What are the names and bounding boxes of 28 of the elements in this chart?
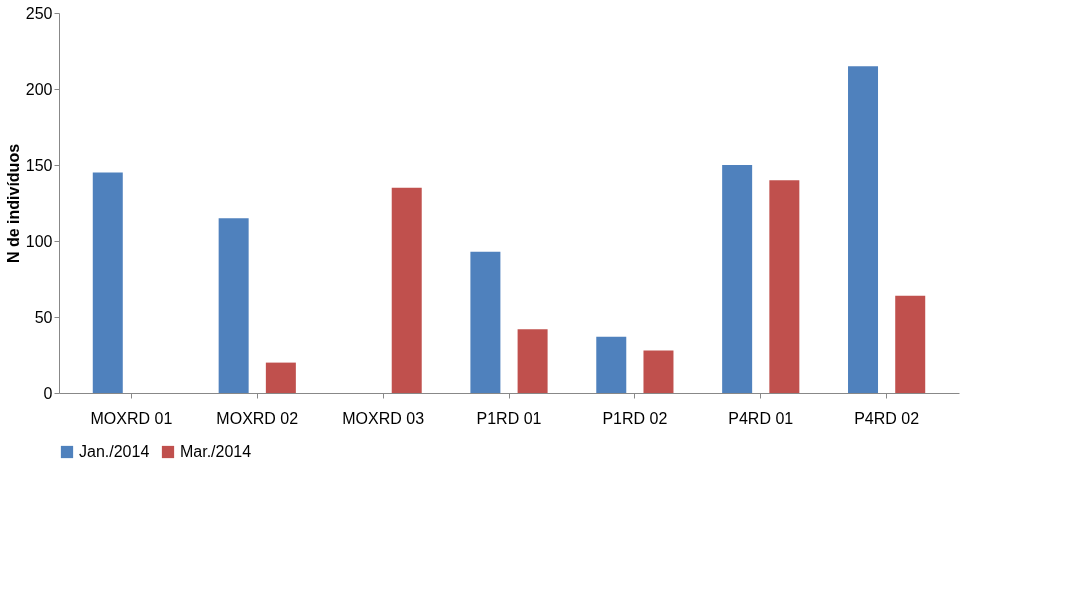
bar — [769, 180, 800, 393]
legend-label: Mar./2014 — [180, 443, 252, 460]
bar — [470, 251, 501, 393]
x-tick-label: MOXRD 03 — [342, 409, 425, 427]
bar — [895, 295, 926, 393]
y-tick-label: 200 — [25, 80, 53, 98]
x-tick-label: P1RD 02 — [602, 409, 668, 427]
y-tick-label: 150 — [25, 156, 53, 174]
y-tick-label: 50 — [34, 308, 53, 326]
y-tick-label: 0 — [43, 384, 53, 402]
x-tick-label: MOXRD 01 — [90, 409, 173, 427]
x-tick-label: P1RD 01 — [476, 409, 542, 427]
bar — [218, 218, 249, 393]
bar — [92, 172, 123, 393]
bar — [517, 329, 548, 393]
legend-label: Jan./2014 — [79, 443, 150, 460]
bar — [391, 187, 422, 393]
x-tick-label: P4RD 01 — [728, 409, 794, 427]
x-tick-label: MOXRD 02 — [216, 409, 299, 427]
bar — [643, 350, 674, 393]
bar — [596, 336, 627, 393]
bar — [265, 362, 296, 393]
y-axis-title: N de indivíduos — [4, 143, 22, 264]
x-tick-label: P4RD 02 — [854, 409, 920, 427]
bar — [722, 165, 753, 393]
y-tick-label: 250 — [25, 4, 53, 22]
bar — [848, 66, 879, 393]
y-tick-label: 100 — [25, 232, 53, 250]
